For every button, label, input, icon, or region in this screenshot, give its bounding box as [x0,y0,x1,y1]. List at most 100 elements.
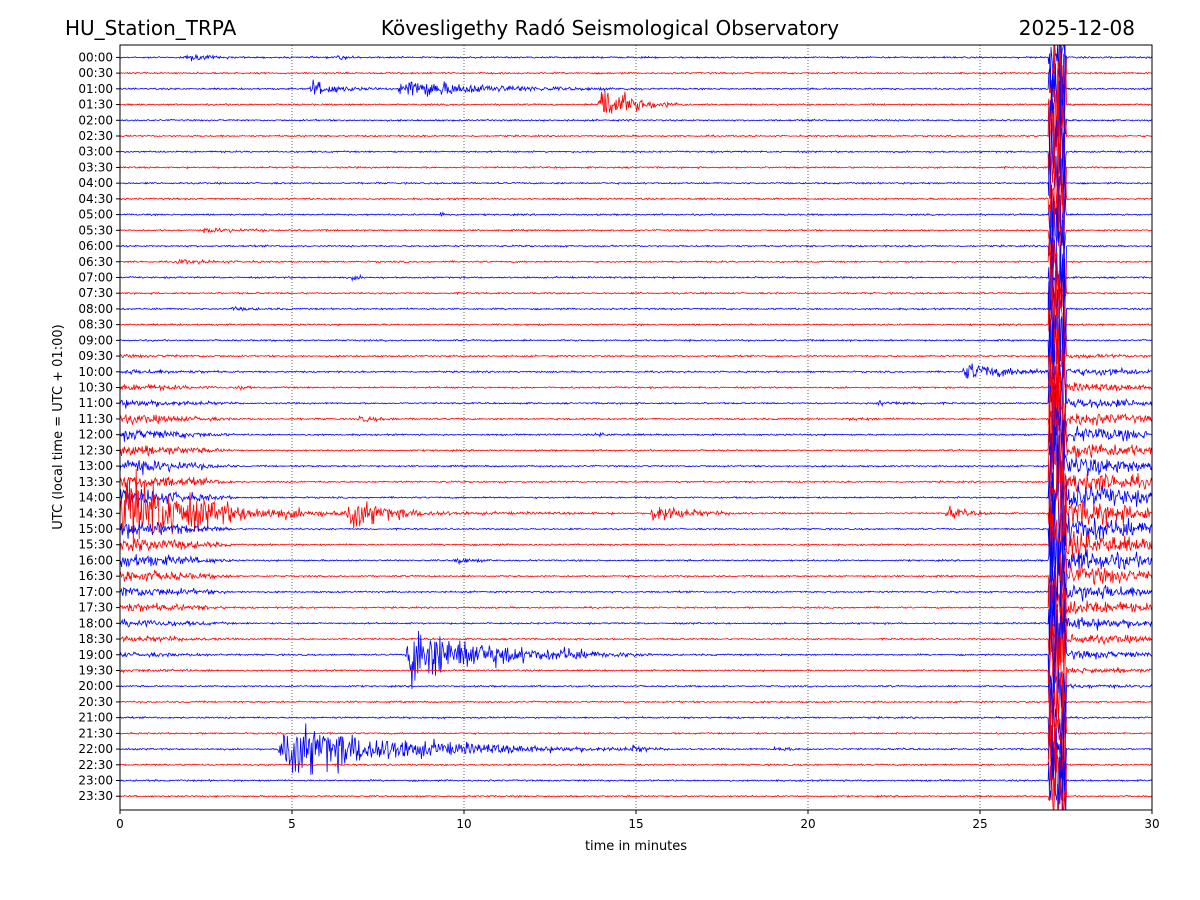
trace-1630 [119,537,1153,614]
trace-1900 [119,599,1153,694]
row-label: 05:30 [78,223,113,237]
trace-1030 [119,337,1153,430]
trace-1000 [119,331,1153,402]
trace-0630 [119,227,1153,319]
row-label: 11:00 [78,396,113,410]
trace-1600 [119,522,1153,600]
trace-0330 [119,113,1153,206]
x-tick-label: 5 [288,817,296,831]
trace-0700 [119,238,1153,311]
trace-0930 [119,316,1153,414]
trace-1300 [119,425,1153,521]
trace-1930 [119,630,1153,732]
trace-0000 [119,44,1153,91]
chart-date: 2025-12-08 [1019,16,1135,40]
trace-group [119,44,1153,811]
row-label: 14:30 [78,506,113,520]
row-label: 09:30 [78,349,113,363]
row-label: 16:00 [78,553,113,567]
trace-0900 [119,306,1153,380]
row-label: 02:00 [78,113,113,127]
row-label: 22:30 [78,758,113,772]
trace-1100 [119,373,1153,456]
trace-0800 [119,253,1152,361]
x-tick-label: 10 [456,817,471,831]
x-tick-label: 15 [628,817,643,831]
row-label: 19:00 [78,648,113,662]
row-label: 10:00 [78,365,113,379]
row-label: 21:00 [78,711,113,725]
row-label: 01:00 [78,82,113,96]
vertical-grid [291,45,981,810]
row-label: 18:00 [78,616,113,630]
trace-0730 [119,260,1153,332]
row-label: 15:00 [78,522,113,536]
trace-2000 [119,642,1153,721]
row-label: 16:30 [78,569,113,583]
trace-0500 [119,177,1153,244]
row-label: 17:00 [78,585,113,599]
row-label: 01:30 [78,98,113,112]
trace-0530 [119,175,1153,287]
trace-1530 [119,505,1153,574]
station-name: HU_Station_TRPA [65,16,237,40]
row-label: 12:30 [78,443,113,457]
row-label: 04:30 [78,192,113,206]
trace-0200 [119,62,1153,156]
trace-0600 [119,211,1153,295]
row-label: 14:00 [78,491,113,505]
trace-2130 [119,687,1153,777]
row-label: 17:30 [78,601,113,615]
chart-title: Kövesligethy Radó Seismological Observat… [381,16,839,40]
trace-1400 [119,443,1153,551]
row-label: 07:30 [78,286,113,300]
trace-1730 [119,553,1153,646]
row-label: 00:00 [78,50,113,64]
trace-1230 [119,391,1153,500]
row-label: 21:30 [78,726,113,740]
trace-0130 [119,53,1153,160]
row-label: 00:30 [78,66,113,80]
trace-2200 [119,707,1152,811]
row-label: 06:30 [78,255,113,269]
x-tick-label: 25 [972,817,987,831]
row-label: 23:30 [78,789,113,803]
x-tick-label: 30 [1144,817,1159,831]
trace-1830 [120,588,1153,684]
row-label: 13:00 [78,459,113,473]
trace-0400 [119,141,1153,238]
row-label: 13:30 [78,475,113,489]
trace-1200 [119,408,1153,480]
trace-0230 [119,98,1153,186]
trace-1500 [119,490,1153,576]
row-label: 08:00 [78,302,113,316]
row-label: 05:00 [78,208,113,222]
trace-2330 [119,745,1153,811]
x-tick-label: 0 [116,817,124,831]
x-axis-label: time in minutes [585,839,687,854]
row-label: 20:30 [78,695,113,709]
y-axis-label: UTC (local time = UTC + 01:00) [51,324,66,529]
trace-1130 [119,366,1153,448]
row-label: 09:00 [78,333,113,347]
trace-2300 [119,728,1153,811]
row-label: 04:00 [78,176,113,190]
row-label: 08:30 [78,318,113,332]
row-label: 15:30 [78,538,113,552]
trace-0830 [119,278,1153,366]
row-label: 10:30 [78,381,113,395]
row-label: 02:30 [78,129,113,143]
trace-2030 [119,668,1153,745]
row-label: 12:00 [78,428,113,442]
row-label: 07:00 [78,270,113,284]
trace-1330 [119,416,1153,527]
trace-0300 [119,118,1153,192]
trace-1430 [119,461,1153,568]
row-label: 22:00 [78,742,113,756]
trace-1800 [119,580,1153,673]
plot-frame [119,44,1153,811]
row-label: 23:00 [78,774,113,788]
trace-0030 [120,44,1153,126]
